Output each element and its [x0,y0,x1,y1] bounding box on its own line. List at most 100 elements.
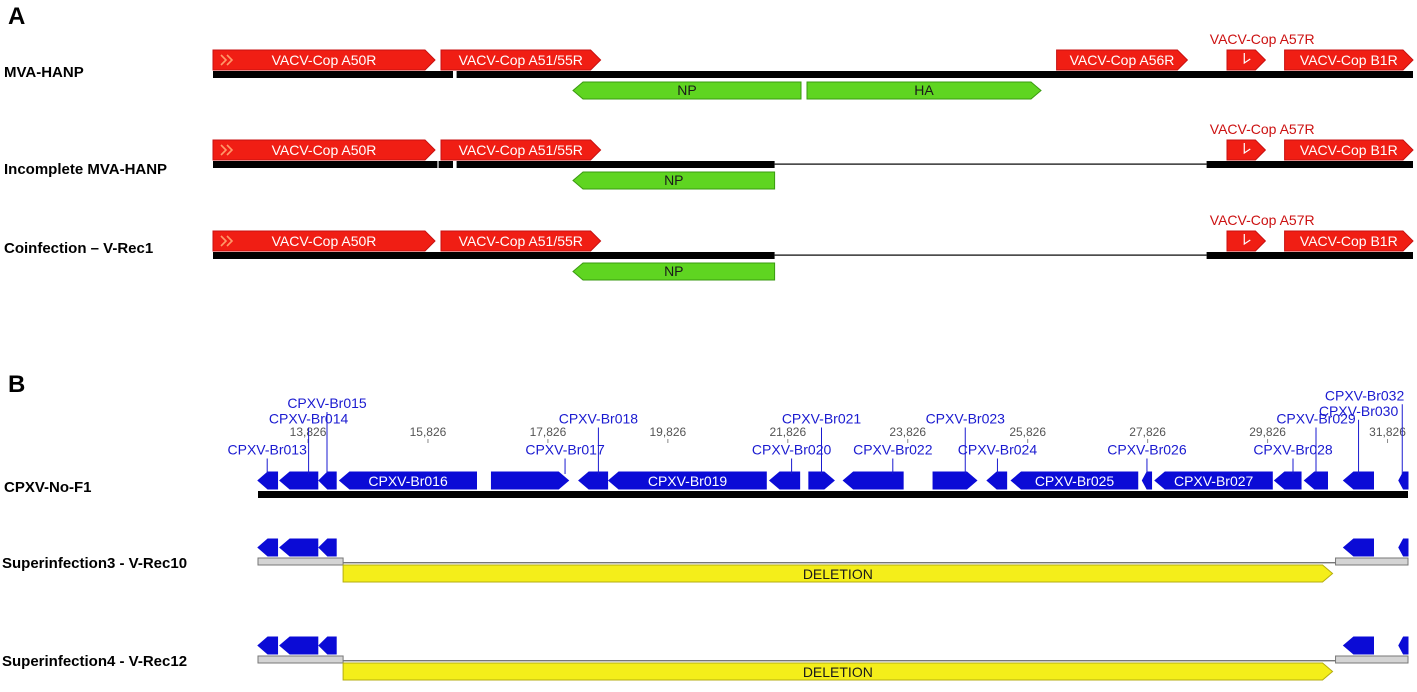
gene-arrow-red [212,230,436,252]
gene-label: VACV-Cop A51/55R [459,142,583,158]
track-name: CPXV-No-F1 [4,479,92,496]
panel-a: MVA-HANP VACV-Cop A50R VACV-Cop A51/55R VAC… [4,31,1414,281]
panel-b-label: B [8,371,25,398]
gene-arrow-blue [842,471,904,490]
gene-label: VACV-Cop A51/55R [459,233,583,249]
gene-arrow-blue [1342,471,1374,490]
chevron-icon [220,144,234,156]
gene-callout-label: VACV-Cop A57R [1210,212,1315,228]
gene-arrow-blue [279,471,319,490]
ruler-tick-label: 25,826 [1009,425,1046,439]
gene-label: VACV-Cop B1R [1300,233,1398,249]
gene-arrow-red [1284,139,1414,161]
track-a-1: MVA-HANP VACV-Cop A50R VACV-Cop A51/55R VAC… [4,31,1414,100]
gene-arrow-blue [1398,538,1409,557]
backbone-segment [437,71,453,78]
ruler-tick-label: 23,826 [889,425,926,439]
gene-arrow-blue [932,471,978,490]
gene-arrow-red [1056,49,1189,71]
gene-label: VACV-Cop A50R [272,52,377,68]
gene-arrow-red [212,139,436,161]
deleted-region-line [343,660,1336,662]
gene-arrow-blue [490,471,570,490]
gene-callout-label: CPXV-Br028 [1253,442,1333,458]
gene-callout-label: CPXV-Br026 [1107,442,1187,458]
ruler-tick-label: 29,826 [1249,425,1286,439]
gene-callout-label: VACV-Cop A57R [1210,121,1315,137]
ruler-tick-label: 21,826 [769,425,806,439]
chevron-icon [220,235,234,247]
feature-notch [1243,53,1251,65]
deletion-arrow [342,564,1334,583]
deleted-region-line [343,562,1336,564]
gene-arrow-blue [768,471,801,490]
track-name: Superinfection3 - V-Rec10 [2,555,187,572]
gene-arrow-red [1226,230,1267,252]
deletion-label: DELETION [803,566,873,582]
track-name: Superinfection4 - V-Rec12 [2,653,187,670]
gene-label: VACV-Cop A50R [272,233,377,249]
gene-label: HA [914,82,934,98]
gene-arrow-red [1284,230,1414,252]
ruler-tick-label: 15,826 [410,425,447,439]
backbone-segment [213,252,775,259]
feature-notch [1243,143,1251,155]
gene-arrow-blue [338,471,477,490]
gene-arrow-blue [318,636,337,655]
ruler-tick-label: 17,826 [530,425,567,439]
flank-left-backbone [257,557,344,566]
gene-label: NP [664,172,683,188]
ruler-tick-label: 19,826 [650,425,687,439]
gene-callout-label: CPXV-Br021 [782,411,862,427]
gene-arrow-blue [1010,471,1139,490]
gene-arrow-blue [808,471,835,490]
gene-callout-label: CPXV-Br015 [287,395,367,411]
track-a-2: Incomplete MVA-HANP VACV-Cop A50R VACV-Cop… [4,121,1414,190]
gene-callout-label: CPXV-Br020 [752,442,832,458]
gene-label: VACV-Cop A56R [1070,52,1175,68]
backbone-segment [456,71,1414,78]
gene-label: CPXV-Br025 [1035,473,1115,489]
ruler-tick-label: 27,826 [1129,425,1166,439]
gene-callout-label: CPXV-Br017 [525,442,605,458]
gene-label: CPXV-Br027 [1174,473,1254,489]
gene-arrow-red [440,49,602,71]
gene-arrow-blue [1303,471,1328,490]
gene-arrow-green [572,81,802,100]
track-name: Incomplete MVA-HANP [4,161,167,178]
gene-arrow-green [806,81,1042,100]
gene-arrow-blue [257,471,279,490]
gene-arrow-green [572,171,776,190]
gene-arrow-red [1284,49,1414,71]
chevron-icon [220,54,234,66]
gene-label: CPXV-Br019 [648,473,728,489]
gene-callout-label: CPXV-Br023 [926,411,1006,427]
panel-a-label: A [8,3,25,30]
backbone-segment [774,254,1207,256]
deletion-arrow [342,662,1334,681]
gene-arrow-blue [257,636,279,655]
gene-callout-label: VACV-Cop A57R [1210,31,1315,47]
flank-left-backbone [257,655,344,664]
backbone-segment [1206,252,1413,259]
gene-arrow-red [1226,139,1267,161]
gene-arrow-green [572,262,776,281]
gene-callout-label: CPXV-Br014 [269,411,349,427]
gene-arrow-blue [318,538,337,557]
gene-arrow-blue [1342,538,1374,557]
gene-arrow-blue [607,471,767,490]
gene-arrow-blue [578,471,609,490]
gene-label: VACV-Cop B1R [1300,52,1398,68]
gene-arrow-blue [1398,471,1409,490]
backbone [258,491,1408,498]
flank-right-backbone [1335,655,1409,664]
backbone-segment [213,71,440,78]
gene-label: VACV-Cop A51/55R [459,52,583,68]
track-a-3: Coinfection – V-Rec1 VACV-Cop A50R VACV-Co… [4,212,1414,281]
gene-arrow-blue [1398,636,1409,655]
ruler-tick-label: 31,826 [1369,425,1406,439]
